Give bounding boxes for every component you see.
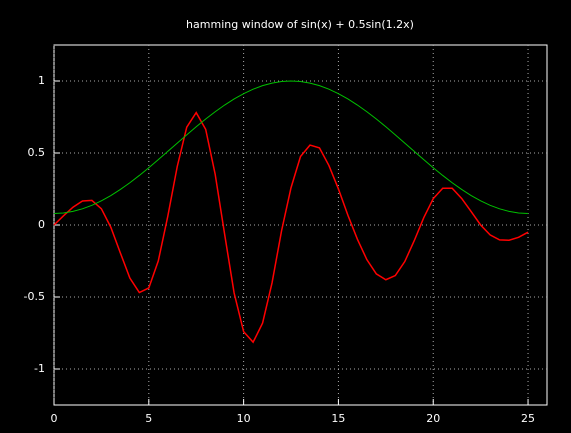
y-tick-label: -0.5 <box>24 290 45 303</box>
y-tick-label: 1 <box>38 74 45 87</box>
chart-title: hamming window of sin(x) + 0.5sin(1.2x) <box>186 18 414 31</box>
x-tick-label: 15 <box>331 412 345 425</box>
y-tick-label: 0 <box>38 218 45 231</box>
y-tick-label: -1 <box>34 362 45 375</box>
x-tick-label: 5 <box>145 412 152 425</box>
x-tick-label: 0 <box>51 412 58 425</box>
plot-frame <box>53 44 548 406</box>
x-tick-label: 10 <box>237 412 251 425</box>
series-line <box>53 80 529 214</box>
series-line <box>53 111 529 344</box>
x-tick-label: 25 <box>521 412 535 425</box>
y-tick-label: 0.5 <box>28 146 46 159</box>
x-tick-label: 20 <box>426 412 440 425</box>
